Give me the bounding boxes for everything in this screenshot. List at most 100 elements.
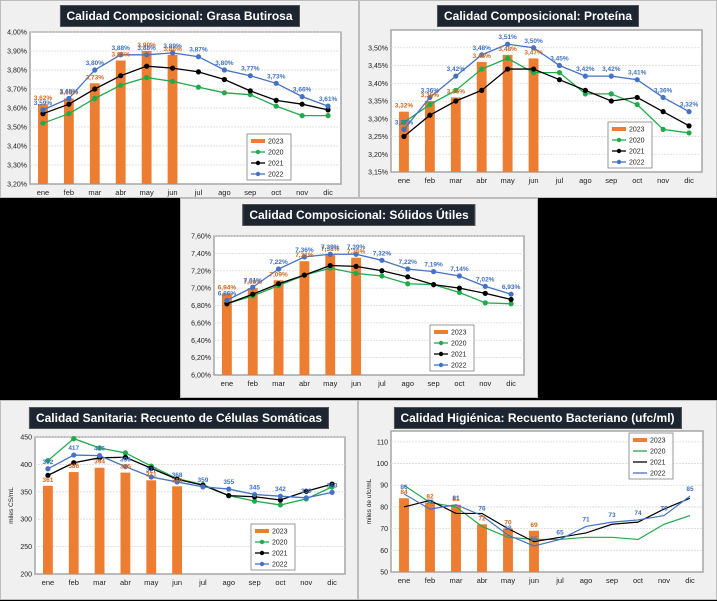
legend-label-2023: 2023 [629,127,645,134]
point-2020 [427,101,433,108]
y-tick-label: 300 [20,517,32,524]
point-2022 [508,291,514,297]
point-2021 [608,98,614,104]
line-2022 [42,52,329,111]
point-2021 [299,101,305,107]
point-2020 [405,281,411,287]
data-label-2022: 76 [478,506,486,513]
bar-2023 [503,528,513,572]
legend: 2023 2020 2021 2022 [246,133,292,181]
x-tick-label: nov [300,578,312,587]
legend-label-2021: 2021 [451,352,467,359]
point-2022 [556,62,563,69]
data-label-2022: 7,36% [295,247,314,254]
y-tick-label: 3,60% [7,106,27,113]
chart-grasa-butirosa: 3,20% 3,30% 3,40% 3,50% 3,60% 3,70% 3,80% 3,90%… [7,30,342,197]
data-label-2023: 7,38% [321,246,340,253]
bar-2023 [299,261,310,375]
line-2021 [226,264,512,305]
bar-2023 [351,257,361,375]
legend-swatch-2023 [612,127,626,131]
point-2021 [250,291,256,297]
y-tick-label: 3,40% [7,144,27,151]
data-label-2022: 342 [275,486,286,493]
line-2022 [47,454,333,499]
point-2020 [251,498,258,504]
data-label-2022: 3,59% [34,100,53,107]
point-2021 [277,497,284,503]
point-2020 [118,82,124,88]
x-tick-label: ene [398,576,411,585]
point-2020 [273,103,279,109]
point-2022 [329,489,335,495]
y-tick-label: 7,00% [191,286,211,293]
data-label-2023: 3,85% [111,52,130,59]
legend-marker-2022 [259,561,265,567]
data-label-2022: 3,66% [293,87,312,94]
x-tick-label: jun [528,176,539,185]
data-label-2022: 3,80% [215,60,234,67]
data-label-2023: 385 [120,464,131,471]
x-tick-label: jun [350,379,361,388]
line-2021 [403,68,690,138]
point-2021 [122,454,129,460]
bar-2023 [146,480,157,574]
data-label-2022: 377 [146,467,157,474]
point-2022 [427,94,433,101]
x-tick-label: jun [528,576,539,585]
data-label-2022: 7,32% [373,250,392,257]
point-2021 [479,87,485,93]
data-label-2023: 84 [400,489,408,496]
point-2022 [401,126,407,132]
x-tick-label: dic [684,176,694,185]
legend-label-2020: 2020 [272,540,288,547]
point-2022 [250,284,256,290]
legend-swatch-2023 [251,139,265,143]
data-label-2022: 76 [660,506,668,513]
point-2021 [505,66,511,72]
y-tick-label: 3,35% [368,99,388,106]
bar-2023 [399,111,409,172]
chart-panel-grasa-butirosa: 3,20% 3,30% 3,40% 3,50% 3,60% 3,70% 3,80% 3,90%… [0,0,359,198]
y-axis-label: miles CS/mL [8,487,15,524]
bar-2023 [325,255,336,375]
data-label-2022: 359 [197,477,208,484]
point-2021 [456,285,463,291]
data-label-2023: 360 [172,477,183,484]
bar-2023 [167,54,178,184]
point-2022 [224,297,230,303]
legend-marker-2022 [616,159,622,165]
y-tick-label: 6,20% [191,355,211,362]
x-tick-label: sep [606,576,618,585]
data-label-2022: 7,02% [476,276,495,283]
data-label-2022: 74 [634,510,642,517]
data-label-2022: 3,88% [137,45,156,52]
point-2022 [122,463,129,470]
point-2020 [608,91,614,97]
point-2022 [453,73,459,79]
x-tick-label: jul [198,578,207,587]
data-label-2023: 386 [68,463,79,470]
legend-label-2020: 2020 [650,449,666,456]
x-tick-label: ago [580,576,593,585]
chart-panel-solidos-utiles: 6,00% 6,20% 6,40% 6,60% 6,80% 7,00% 7,20% 7,40%… [180,198,538,398]
legend-marker-2020 [259,539,265,545]
x-tick-label: ago [222,578,235,587]
point-2022 [608,73,614,79]
data-label-2022: 3,80% [86,60,105,67]
point-2022 [379,257,385,263]
y-tick-label: 70 [380,526,388,533]
x-tick-label: mar [450,576,463,585]
data-label-2023: 361 [42,477,53,484]
data-label-2022: 3,65% [60,89,79,96]
x-tick-label: abr [476,176,487,185]
point-2022 [530,45,537,51]
bar-2023 [502,54,513,172]
point-2022 [327,251,333,257]
y-tick-label: 200 [20,572,32,579]
y-tick-label: 250 [20,544,32,551]
point-2021 [40,111,46,117]
chart-title: Calidad Composicional: Grasa Butirosa [59,5,300,27]
data-label-2023: 82 [426,494,434,501]
chart-panel-proteina: 3,15% 3,20% 3,25% 3,30% 3,35% 3,40% 3,45% 3,50%… [359,0,717,198]
